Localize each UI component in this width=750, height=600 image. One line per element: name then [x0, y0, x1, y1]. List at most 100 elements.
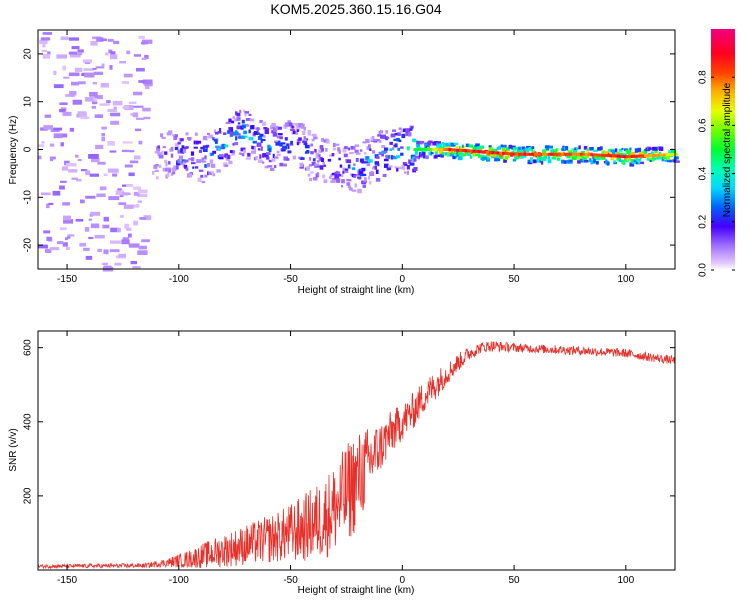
spectrogram-cell — [518, 152, 523, 156]
spectrogram-cell — [467, 149, 472, 153]
spectrogram-cell — [319, 145, 324, 150]
spectrogram-cell — [335, 170, 339, 175]
spectrogram-cell — [117, 188, 122, 192]
spectrogram-cell — [85, 170, 91, 176]
spectrogram-cell — [420, 140, 423, 145]
spectrogram-cell — [510, 152, 515, 156]
spectrogram-cell — [106, 100, 111, 104]
y-tick-label: 0 — [23, 146, 34, 152]
spectrogram-cell — [382, 134, 386, 140]
spectrogram-cell — [457, 155, 463, 161]
spectrogram-cell — [137, 200, 142, 203]
spectrogram-cell — [583, 145, 588, 150]
spectrogram-cell — [221, 143, 225, 148]
spectrogram-cell — [270, 167, 275, 171]
spectrogram-cell — [137, 194, 148, 198]
spectrogram-cell — [553, 152, 557, 156]
spectrogram-cell — [612, 156, 615, 159]
spectrogram-cell — [404, 163, 408, 166]
spectrogram-cell — [162, 146, 166, 149]
spectrogram-cell — [612, 150, 616, 155]
spectrogram-cell — [240, 135, 246, 139]
spectrogram-cell — [110, 227, 119, 233]
spectrogram-cell — [132, 112, 139, 118]
spectrogram-cell — [416, 143, 420, 148]
spectrogram-cell — [440, 153, 444, 158]
spectrogram-cell — [52, 190, 61, 196]
spectrogram-cell — [672, 149, 676, 154]
spectrogram-cell — [542, 156, 545, 161]
spectrogram-cell — [109, 249, 120, 253]
spectrogram-cell — [182, 148, 186, 153]
spectrogram-cell — [550, 149, 554, 153]
spectrogram-cell — [275, 125, 279, 131]
spectrogram-cell — [378, 151, 383, 155]
spectrogram-cell — [494, 151, 498, 155]
spectrogram-cell — [40, 192, 51, 196]
spectrogram-cell — [164, 151, 168, 155]
spectrogram-cell — [138, 140, 143, 145]
spectrogram-cell — [550, 152, 555, 156]
spectrogram-cell — [108, 196, 120, 201]
spectrogram-cell — [433, 141, 438, 146]
spectrogram-cell — [172, 134, 177, 137]
spectrogram-cell — [424, 148, 429, 151]
spectrogram-cell — [68, 51, 78, 55]
spectrogram-cell — [118, 202, 127, 205]
spectrogram-cell — [369, 148, 372, 151]
spectrogram-cell — [373, 138, 378, 142]
spectrogram-cell — [657, 153, 662, 157]
spectrogram-cell — [582, 157, 587, 162]
spectrogram-cell — [649, 160, 652, 162]
x-tick-label: -150 — [57, 575, 77, 586]
spectrogram-cell — [508, 145, 514, 149]
spectrogram-cell — [176, 165, 179, 170]
spectrogram-cell — [41, 141, 45, 144]
snr-frame — [38, 331, 675, 570]
spectrogram-cell — [345, 168, 348, 171]
spectrogram-cell — [229, 131, 235, 136]
spectrogram-cell — [436, 145, 440, 149]
spectrogram-cell — [654, 153, 659, 157]
spectrogram-cell — [316, 160, 320, 163]
spectrogram-cell — [235, 111, 238, 116]
spectrogram-cell — [108, 49, 113, 54]
spectrogram-cell — [122, 81, 129, 84]
spectrogram-cell — [70, 54, 81, 58]
spectrogram-cell — [453, 142, 459, 145]
spectrogram-cell — [337, 171, 341, 174]
spectrogram-cell — [337, 147, 341, 152]
spectrogram-cell — [409, 161, 415, 166]
spectrogram-cell — [89, 173, 99, 177]
spectrogram-cell — [302, 140, 308, 144]
spectrogram-cell — [638, 152, 644, 155]
spectrogram-cell — [507, 155, 510, 158]
spectrogram-cell — [212, 137, 215, 141]
spectrogram-cell — [286, 158, 290, 161]
spectrogram-cell — [421, 148, 426, 151]
spectrogram-cell — [215, 131, 219, 135]
spectrogram-cell — [662, 153, 667, 157]
spectrogram-cell — [46, 203, 50, 209]
spectrogram-cell — [239, 152, 242, 155]
y-tick-label: 10 — [23, 96, 34, 108]
spectrogram-cell — [118, 253, 126, 258]
spectrogram-cell — [272, 132, 278, 137]
spectrogram-cell — [185, 132, 189, 136]
spectrogram-cell — [652, 153, 657, 157]
spectrogram-cell — [201, 160, 207, 163]
spectrogram-cell — [366, 163, 371, 167]
spectrogram-cell — [256, 127, 260, 132]
spectrogram-cell — [59, 180, 67, 183]
spectrogram-cell — [440, 148, 445, 151]
spectrogram-cell — [80, 116, 90, 120]
spectrogram-cell — [267, 165, 273, 168]
spectrogram-cell — [381, 153, 384, 157]
spectrogram-cell — [334, 174, 338, 179]
spectrogram-cell — [256, 142, 262, 147]
spectrogram-cell — [436, 142, 439, 146]
spectrogram-cell — [365, 161, 371, 164]
spectrogram-cell — [593, 158, 596, 163]
spectrogram-cell — [394, 143, 398, 148]
spectrogram-cell — [128, 101, 137, 104]
